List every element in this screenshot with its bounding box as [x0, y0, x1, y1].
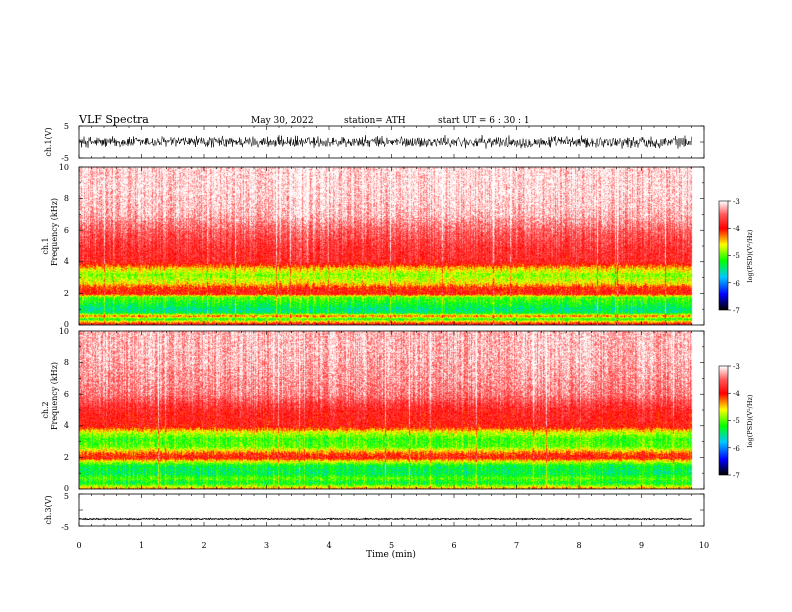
date-label: May 30, 2022 — [251, 116, 314, 126]
ch1-colorbar-label: log(PSD)(V²/Hz) — [746, 229, 754, 282]
ch1-freq-tick: 6 — [64, 226, 69, 235]
x-tick-label: 2 — [201, 541, 206, 550]
ch3-ytick-top: 5 — [64, 492, 69, 501]
ch2-freq-tick: 0 — [64, 484, 69, 493]
ch1-colorbar: -3 -4 -5 -6 -7 log(PSD)(V²/Hz) — [718, 198, 754, 315]
station-label: station= ATH — [344, 116, 406, 126]
ch1-spectrogram-image — [79, 167, 704, 325]
ch1-colorbar-gradient — [719, 201, 728, 310]
ch1-waveform-ticks — [78, 125, 705, 159]
ch3-waveform-frame — [78, 493, 705, 527]
ch2-colorbar-ticks — [728, 365, 731, 476]
ch2-freq-tick: 4 — [64, 421, 69, 430]
ch1-freq-tick: 10 — [59, 163, 69, 172]
ch1-spectrogram-ticks — [78, 166, 705, 326]
ch1-ytick-bottom: -5 — [61, 154, 69, 163]
x-tick-label: 3 — [264, 541, 269, 550]
ch3-ytick-bottom: -5 — [61, 523, 69, 532]
ch2-spectrogram-ylabel-channel: ch.2 — [41, 401, 50, 418]
ch2-colorbar-tick: -6 — [733, 445, 740, 453]
ch2-colorbar-gradient — [719, 366, 728, 475]
ch2-freq-tick: 6 — [64, 390, 69, 399]
ch1-colorbar-tick: -4 — [733, 225, 740, 233]
start-time-label: start UT = 6 : 30 : 1 — [438, 116, 530, 126]
x-axis-label: Time (min) — [366, 549, 416, 560]
ch2-colorbar-tick: -7 — [733, 472, 740, 480]
ch1-colorbar-tick: -3 — [733, 198, 740, 206]
ch1-colorbar-tick: -6 — [733, 280, 740, 288]
ch3-waveform-panel: 5 -5 ch.3(V) — [44, 492, 705, 532]
x-tick-label: 6 — [451, 541, 456, 550]
ch1-spectrogram-ylabel-frequency: Frequency (kHz) — [50, 198, 59, 266]
ch2-spectrogram-yticklabels: 10 8 6 4 2 0 — [59, 327, 69, 493]
ch3-waveform-trace — [78, 517, 692, 521]
ch1-freq-tick: 8 — [64, 194, 69, 203]
ch2-colorbar-tick: -4 — [733, 390, 740, 398]
ch1-spectrogram-ylabel-channel: ch.1 — [41, 237, 50, 254]
x-tick-label: 10 — [699, 541, 709, 550]
x-tick-label: 8 — [576, 541, 581, 550]
ch1-colorbar-ticks — [728, 200, 731, 311]
ch1-spectrogram-panel: 10 8 6 4 2 0 ch.1 Frequency (kHz) — [41, 163, 705, 329]
ch2-colorbar: -3 -4 -5 -6 -7 log(PSD)(V²/Hz) — [718, 363, 754, 480]
ch1-waveform-ylabel: ch.1(V) — [44, 127, 53, 156]
ch3-waveform-ylabel: ch.3(V) — [44, 495, 53, 524]
x-tick-label: 4 — [326, 541, 331, 550]
x-tick-label: 0 — [76, 541, 81, 550]
ch2-colorbar-tick: -5 — [733, 417, 740, 425]
ch1-spectrogram-yticklabels: 10 8 6 4 2 0 — [59, 163, 69, 329]
x-tick-label: 5 — [389, 541, 394, 550]
ch2-spectrogram-ticks — [78, 330, 705, 490]
ch1-colorbar-tick: -5 — [733, 252, 740, 260]
ch2-colorbar-label: log(PSD)(V²/Hz) — [746, 394, 754, 447]
x-tick-label: 9 — [639, 541, 644, 550]
ch2-spectrogram-image — [79, 331, 704, 489]
ch2-freq-tick: 10 — [59, 327, 69, 336]
ch2-freq-tick: 8 — [64, 358, 69, 367]
ch2-spectrogram-ylabel-frequency: Frequency (kHz) — [50, 362, 59, 430]
ch3-waveform-ticks — [78, 493, 705, 527]
ch1-freq-tick: 2 — [64, 289, 69, 298]
ch2-colorbar-tick: -3 — [733, 363, 740, 371]
ch1-freq-tick: 4 — [64, 257, 69, 266]
ch1-ytick-top: 5 — [64, 122, 69, 131]
ch2-freq-tick: 2 — [64, 453, 69, 462]
ch1-colorbar-tick: -7 — [733, 307, 740, 315]
x-axis-tick-labels: 0 1 2 3 4 5 6 7 8 9 10 — [76, 541, 709, 550]
ch2-spectrogram-panel: 10 8 6 4 2 0 ch.2 Frequency (kHz) — [41, 327, 705, 493]
x-tick-label: 7 — [514, 541, 519, 550]
ch1-waveform-trace — [78, 135, 692, 150]
figure-title: VLF Spectra — [78, 113, 149, 126]
ch1-waveform-panel: 5 -5 ch.1(V) — [44, 122, 705, 163]
ch1-freq-tick: 0 — [64, 320, 69, 329]
x-tick-label: 1 — [139, 541, 144, 550]
